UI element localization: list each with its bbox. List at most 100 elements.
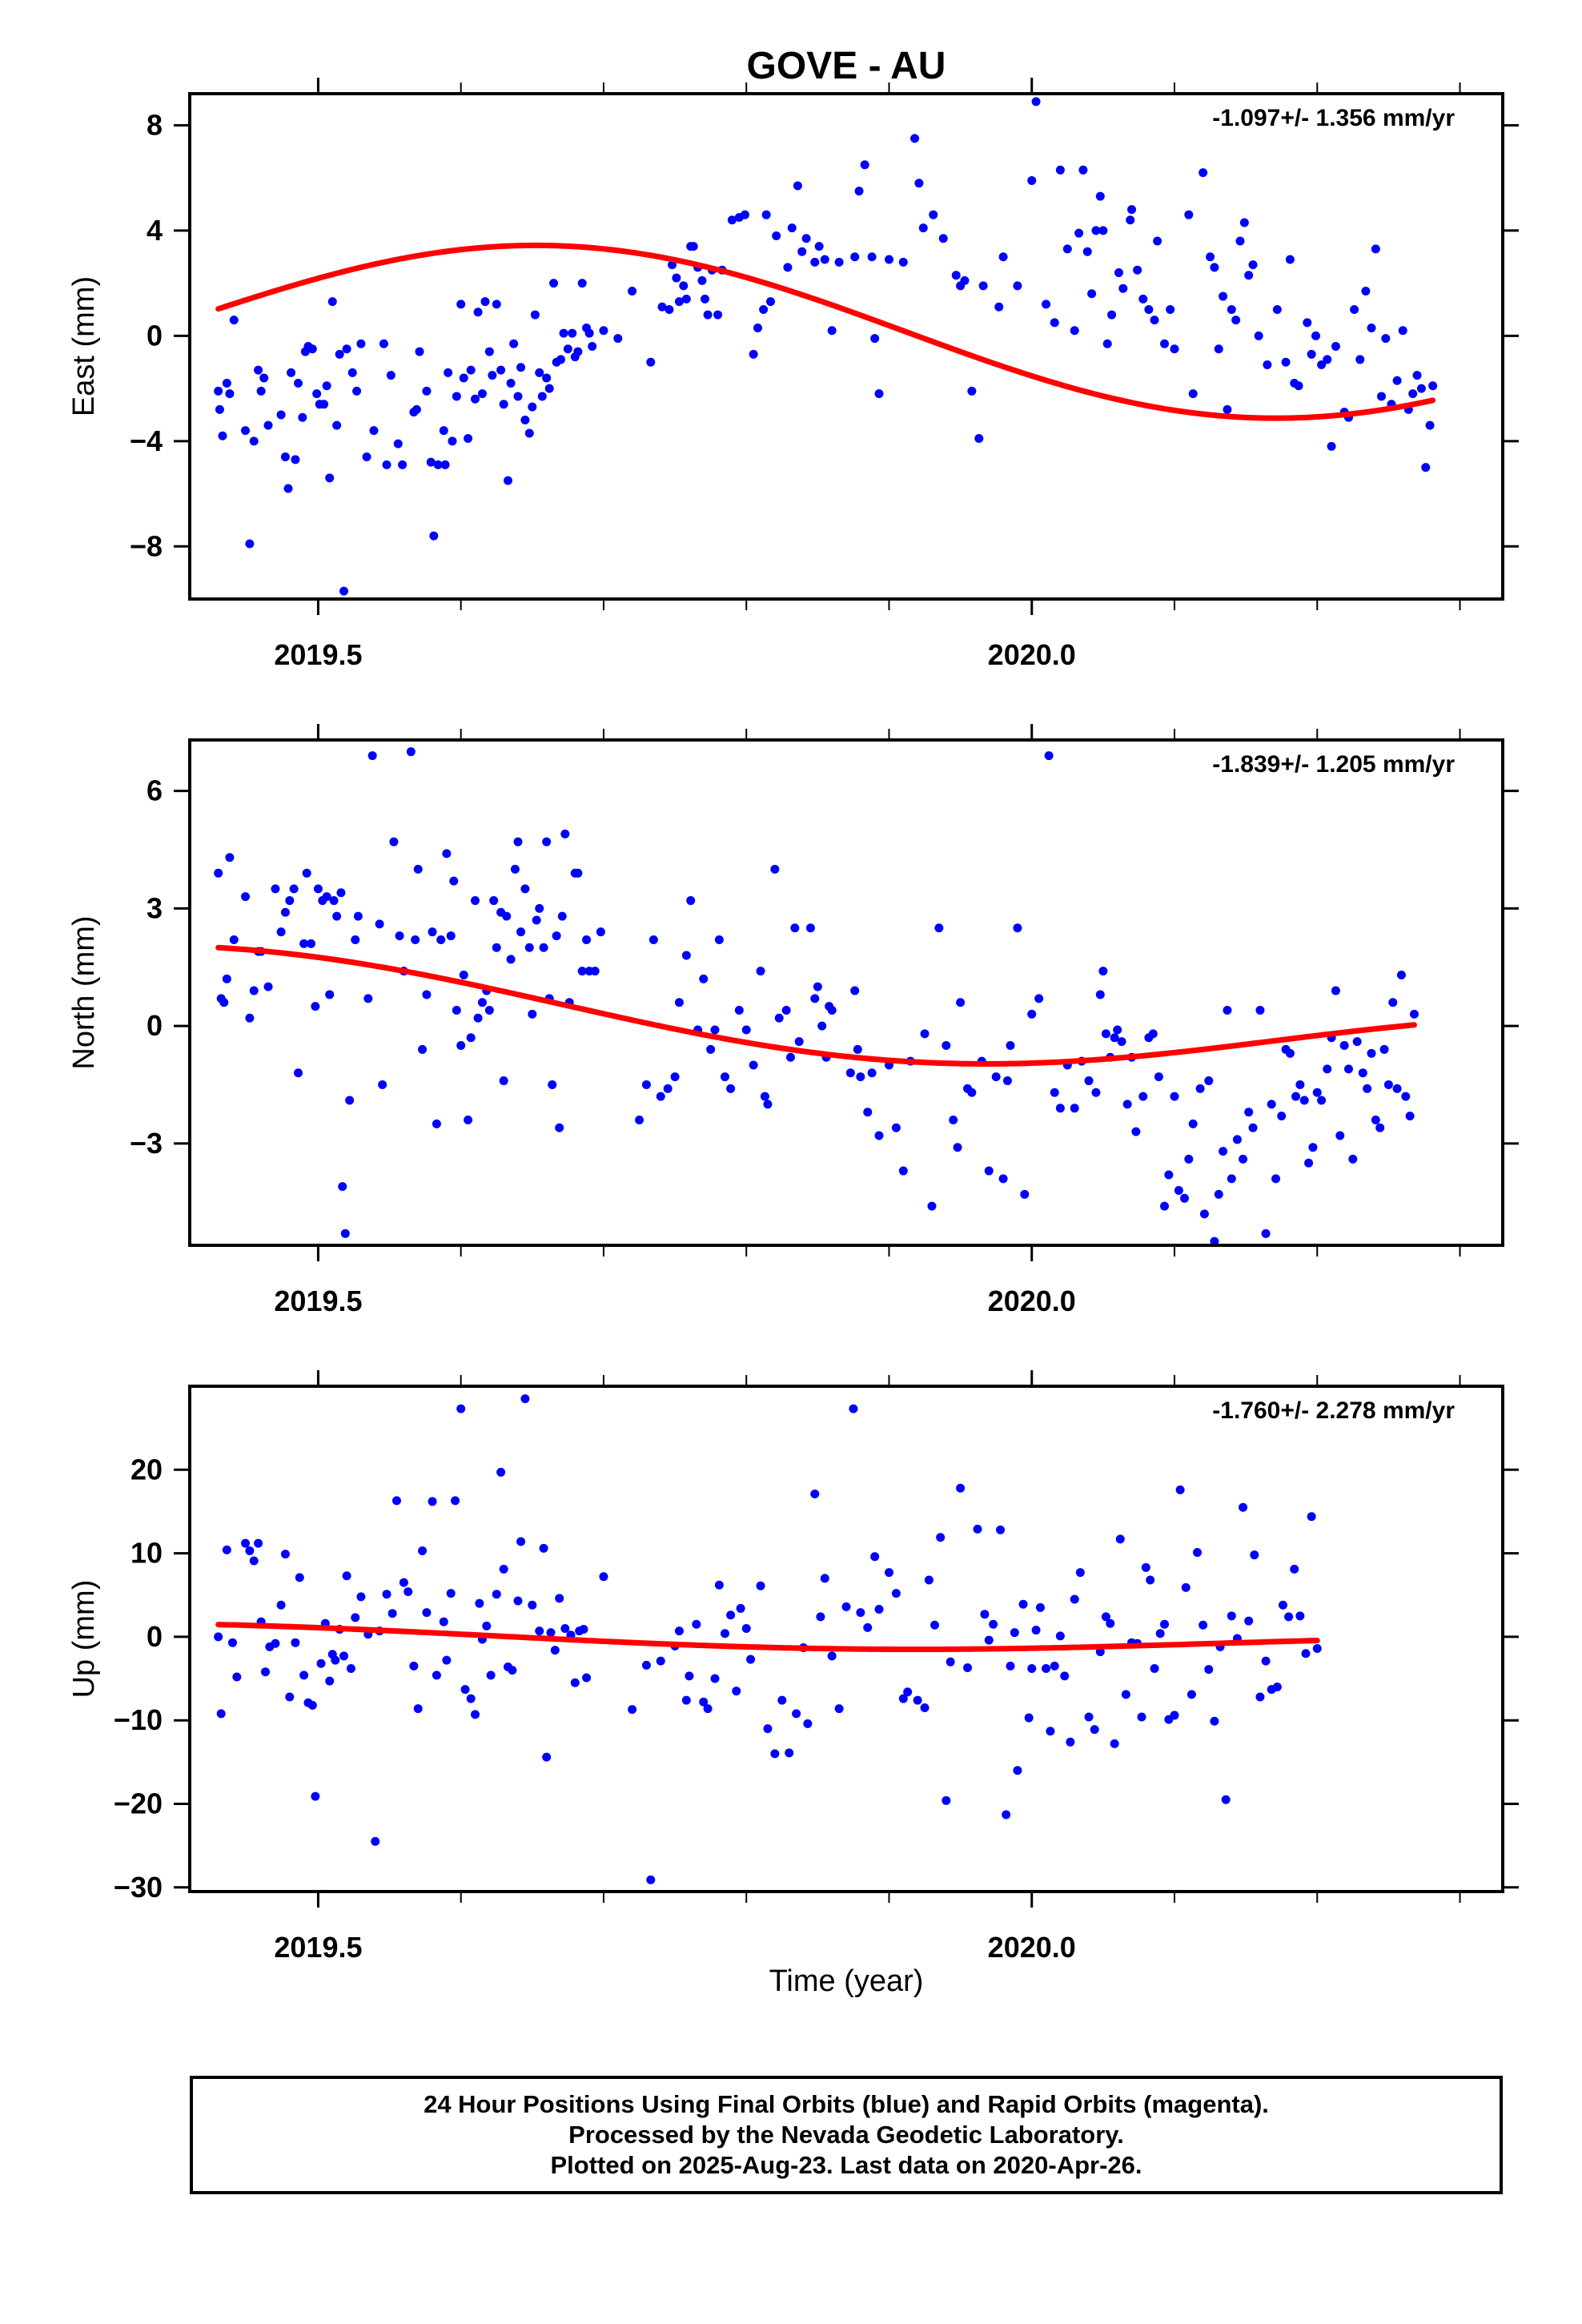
up-data-point [714, 1580, 724, 1590]
north-data-point [446, 931, 456, 941]
up-data-point [1244, 1616, 1254, 1626]
north-data-point [1239, 1154, 1248, 1164]
east-x-tick-label: 2019.5 [274, 638, 362, 671]
east-data-point [1091, 226, 1101, 235]
east-data-point [488, 371, 497, 380]
north-y-tick-label: 3 [147, 891, 163, 924]
up-data-point [486, 1671, 496, 1680]
north-data-point [1261, 1228, 1271, 1238]
north-data-point [449, 876, 459, 886]
east-data-point [362, 452, 371, 462]
east-data-point [382, 460, 391, 469]
north-data-point [471, 896, 480, 906]
north-data-point [1204, 1076, 1214, 1086]
east-data-point [860, 160, 869, 170]
east-data-point [870, 334, 880, 344]
north-data-point [1214, 1189, 1223, 1199]
east-data-point [910, 134, 920, 143]
up-data-point [555, 1594, 564, 1603]
east-data-point [766, 297, 776, 307]
east-data-point [1294, 381, 1303, 391]
east-data-point [535, 368, 544, 377]
north-data-point [222, 974, 231, 983]
east-data-point [319, 400, 329, 409]
up-data-point [874, 1604, 884, 1614]
east-data-point [1285, 255, 1295, 264]
up-data-point [232, 1672, 242, 1682]
east-data-point [793, 181, 802, 191]
up-data-point [550, 1646, 560, 1655]
up-data-point [542, 1752, 552, 1762]
north-data-point [850, 986, 860, 995]
up-data-point [466, 1694, 476, 1703]
up-data-layer [214, 1394, 1322, 1884]
east-data-point [433, 460, 443, 469]
east-data-point [263, 420, 273, 430]
east-data-point [222, 379, 231, 388]
up-data-point [413, 1704, 423, 1714]
north-data-point [1084, 1076, 1094, 1086]
north-data-point [363, 994, 373, 1003]
east-data-point [347, 368, 357, 377]
up-data-point [570, 1678, 580, 1687]
north-x-tick-label: 2020.0 [988, 1285, 1076, 1317]
up-data-point [516, 1537, 526, 1546]
north-data-point [229, 935, 239, 944]
north-data-point [1331, 986, 1340, 995]
up-data-point [528, 1600, 537, 1610]
east-y-tick-label: 8 [147, 108, 163, 141]
east-data-point [814, 242, 824, 251]
east-data-point [480, 297, 490, 307]
up-data-point [834, 1704, 844, 1714]
up-panel: 2019.5 2020.0 −30 −20 −10 0 10 20 Up (mm) -1.760+… [67, 1370, 1519, 1964]
north-data-point [953, 1143, 962, 1152]
north-x-tick-label: 2019.5 [274, 1285, 362, 1317]
north-data-point [760, 1092, 769, 1101]
up-data-point [1221, 1795, 1231, 1804]
east-data-point [753, 323, 762, 332]
up-data-point [331, 1655, 340, 1665]
north-data-point [1323, 1064, 1332, 1074]
up-data-point [311, 1791, 320, 1801]
north-data-point [699, 974, 709, 983]
north-data-point [1170, 1092, 1179, 1101]
north-data-point [774, 1013, 784, 1023]
east-data-point [665, 304, 674, 314]
east-data-point [1078, 165, 1088, 175]
up-data-point [989, 1619, 998, 1629]
east-data-point [850, 252, 860, 262]
east-data-point [703, 310, 713, 320]
up-data-point [1239, 1502, 1248, 1512]
up-data-point [1070, 1594, 1079, 1604]
up-data-point [1255, 1692, 1265, 1702]
north-data-point [552, 931, 561, 941]
east-data-point [884, 255, 893, 264]
east-data-point [1416, 384, 1426, 393]
north-data-point [1267, 1100, 1276, 1109]
north-data-point [582, 935, 592, 944]
up-data-point [685, 1671, 694, 1681]
up-data-point [1307, 1512, 1316, 1522]
north-data-point [336, 888, 346, 898]
north-data-point [1210, 1236, 1219, 1244]
east-y-tick-label: 0 [147, 319, 163, 352]
north-data-point [535, 903, 544, 913]
east-data-point [393, 439, 403, 448]
up-data-point [387, 1609, 397, 1618]
north-data-point [528, 1009, 537, 1019]
north-data-point [1027, 1009, 1037, 1019]
east-data-point [422, 386, 432, 396]
east-data-point [1042, 300, 1051, 309]
north-data-point [1199, 1209, 1209, 1219]
up-data-point [984, 1635, 994, 1645]
up-data-point [1193, 1548, 1203, 1558]
up-data-point [254, 1538, 263, 1548]
footer-line-2: Processed by the Nevada Geodetic Laborat… [568, 2121, 1124, 2149]
up-data-point [1090, 1725, 1099, 1735]
east-y-tick-label: −8 [130, 529, 163, 562]
east-data-point [1210, 263, 1219, 272]
east-data-point [1214, 344, 1223, 354]
north-data-point [1371, 1115, 1380, 1124]
north-data-point [1396, 970, 1406, 979]
north-data-point [452, 1006, 461, 1015]
